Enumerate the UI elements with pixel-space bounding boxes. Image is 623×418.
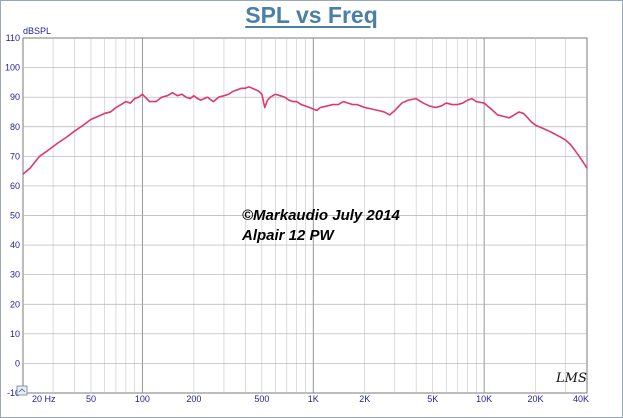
x-tick-labels: 20 Hz 50 100 200 500 1K 2K 5K 10K 20K 40K [32,394,589,404]
x-tick-label: 10K [476,394,492,404]
y-tick-label: 10 [10,329,20,339]
y-tick-label: 40 [10,240,20,250]
y-tick-label: 60 [10,181,20,191]
chart-title: SPL vs Freq [245,2,378,28]
x-tick-label: 1K [308,394,319,404]
series-group [22,86,588,175]
x-tick-label: 100 [135,394,150,404]
x-tick-label: 40K [573,394,589,404]
copyright-annotation: ©Markaudio July 2014 [242,207,400,224]
x-tick-label: 20K [528,394,544,404]
spl-response-line [22,86,588,175]
x-tick-label: 2K [359,394,370,404]
y-tick-label: 90 [10,92,20,102]
y-tick-label: 70 [10,151,20,161]
y-tick-label: 20 [10,299,20,309]
y-axis-unit-label: dBSPL [23,26,51,36]
x-tick-label: 20 Hz [32,394,56,404]
y-tick-label: 0 [15,358,20,368]
x-tick-label: 5K [427,394,438,404]
model-annotation: Alpair 12 PW [241,227,336,244]
y-tick-label: 80 [10,122,20,132]
y-tick-label: -10 [7,388,20,398]
y-tick-label: 50 [10,211,20,221]
y-tick-label: 30 [10,270,20,280]
y-tick-label: 100 [5,63,20,73]
y-tick-label: 110 [6,33,20,43]
x-tick-label: 500 [254,394,269,404]
corner-icon [16,385,28,396]
lms-logo: LMS [555,371,587,386]
x-tick-label: 200 [186,394,201,404]
x-tick-label: 50 [86,394,96,404]
